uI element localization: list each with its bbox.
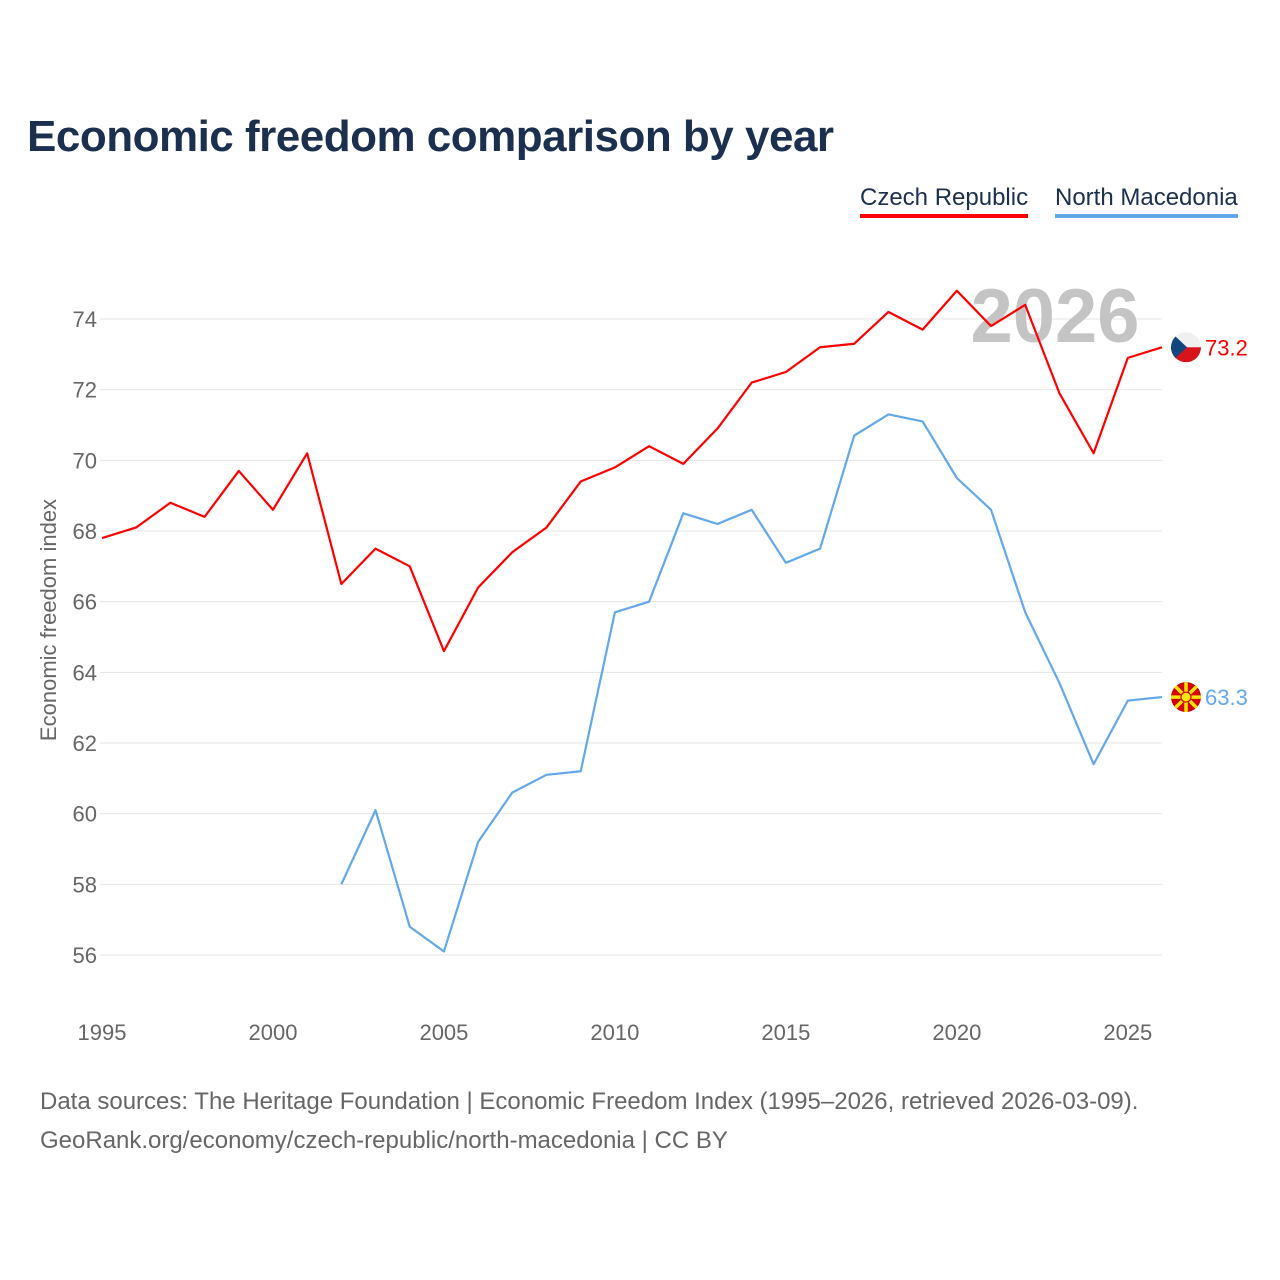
end-value-label: 73.2 (1205, 335, 1248, 360)
flag-body (1171, 682, 1201, 713)
current-year-watermark: 2026 (970, 274, 1139, 359)
data-point (236, 468, 242, 474)
data-point (544, 772, 550, 778)
north-macedonia-flag-icon (1171, 682, 1201, 713)
data-point (99, 535, 105, 541)
data-point (920, 418, 926, 424)
data-point (509, 549, 515, 555)
data-point (783, 369, 789, 375)
data-point (612, 609, 618, 615)
data-point (988, 323, 994, 329)
data-point (338, 881, 344, 887)
y-tick-label: 70 (73, 448, 97, 473)
y-tick-label: 58 (73, 872, 97, 897)
data-point (1159, 694, 1165, 700)
data-point (407, 563, 413, 569)
x-tick-label: 2020 (932, 1020, 981, 1045)
data-point (714, 521, 720, 527)
data-point (509, 789, 515, 795)
footer-sources: Data sources: The Heritage Foundation | … (40, 1088, 1139, 1115)
data-point (646, 599, 652, 605)
data-point (680, 461, 686, 467)
data-point (817, 546, 823, 552)
data-point (202, 514, 208, 520)
y-tick-label: 72 (73, 378, 97, 403)
data-point (475, 585, 481, 591)
legend-north-macedonia[interactable]: North Macedonia (1055, 184, 1238, 218)
data-point (817, 344, 823, 350)
y-tick-label: 62 (73, 731, 97, 756)
czech-flag-icon (1171, 332, 1201, 363)
data-point (851, 433, 857, 439)
data-point (783, 560, 789, 566)
data-point (441, 948, 447, 954)
data-point (1159, 344, 1165, 350)
data-point (988, 507, 994, 513)
data-point (544, 524, 550, 530)
data-point (373, 546, 379, 552)
y-tick-label: 66 (73, 590, 97, 615)
data-point (1091, 761, 1097, 767)
data-point (578, 479, 584, 485)
data-point (1022, 609, 1028, 615)
x-tick-label: 1995 (78, 1020, 127, 1045)
data-point (885, 411, 891, 417)
data-point (1091, 450, 1097, 456)
x-tick-label: 2005 (419, 1020, 468, 1045)
legend-czech-republic[interactable]: Czech Republic (860, 184, 1029, 218)
data-point (1125, 355, 1131, 361)
data-point (1022, 302, 1028, 308)
data-point (475, 839, 481, 845)
data-point (338, 581, 344, 587)
data-point (885, 309, 891, 315)
data-point (920, 327, 926, 333)
data-point (714, 426, 720, 432)
y-tick-label: 74 (73, 307, 97, 332)
data-point (1056, 680, 1062, 686)
y-tick-label: 68 (73, 519, 97, 544)
data-point (749, 507, 755, 513)
data-point (373, 807, 379, 813)
data-point (304, 450, 310, 456)
flag-sun (1180, 691, 1192, 703)
data-point (167, 500, 173, 506)
y-tick-label: 60 (73, 802, 97, 827)
series-line-czech-republic (101, 289, 1163, 653)
data-point (749, 380, 755, 386)
data-point (1125, 698, 1131, 704)
end-value-label: 63.3 (1205, 685, 1248, 710)
data-point (851, 341, 857, 347)
flag-blue (1171, 332, 1187, 363)
data-point (680, 510, 686, 516)
data-point (646, 443, 652, 449)
x-tick-label: 2015 (761, 1020, 810, 1045)
data-point (1056, 390, 1062, 396)
data-point (612, 464, 618, 470)
y-tick-label: 64 (73, 660, 97, 685)
footer-attribution[interactable]: GeoRank.org/economy/czech-republic/north… (40, 1127, 728, 1154)
data-point (578, 768, 584, 774)
y-tick-label: 56 (73, 943, 97, 968)
data-point (133, 524, 139, 530)
data-point (407, 924, 413, 930)
chart-title: Economic freedom comparison by year (27, 112, 834, 161)
series-line-north-macedonia (340, 413, 1163, 953)
x-tick-label: 2000 (248, 1020, 297, 1045)
data-point (954, 475, 960, 481)
x-tick-label: 2010 (590, 1020, 639, 1045)
data-point (270, 507, 276, 513)
data-point (954, 288, 960, 294)
x-tick-label: 2025 (1103, 1020, 1152, 1045)
y-axis-label: Economic freedom index (36, 499, 61, 741)
data-point (441, 648, 447, 654)
flag-body (1171, 332, 1201, 363)
